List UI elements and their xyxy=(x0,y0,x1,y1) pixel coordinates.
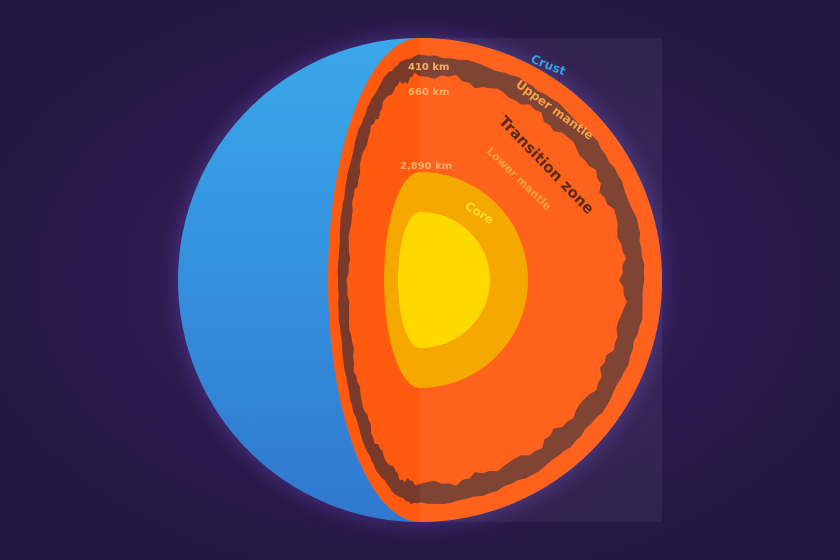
label-410km: 410 km xyxy=(408,62,449,73)
label-660km: 660 km xyxy=(408,87,449,98)
inner-core xyxy=(398,212,490,348)
label-2890km: 2,890 km xyxy=(400,161,452,172)
